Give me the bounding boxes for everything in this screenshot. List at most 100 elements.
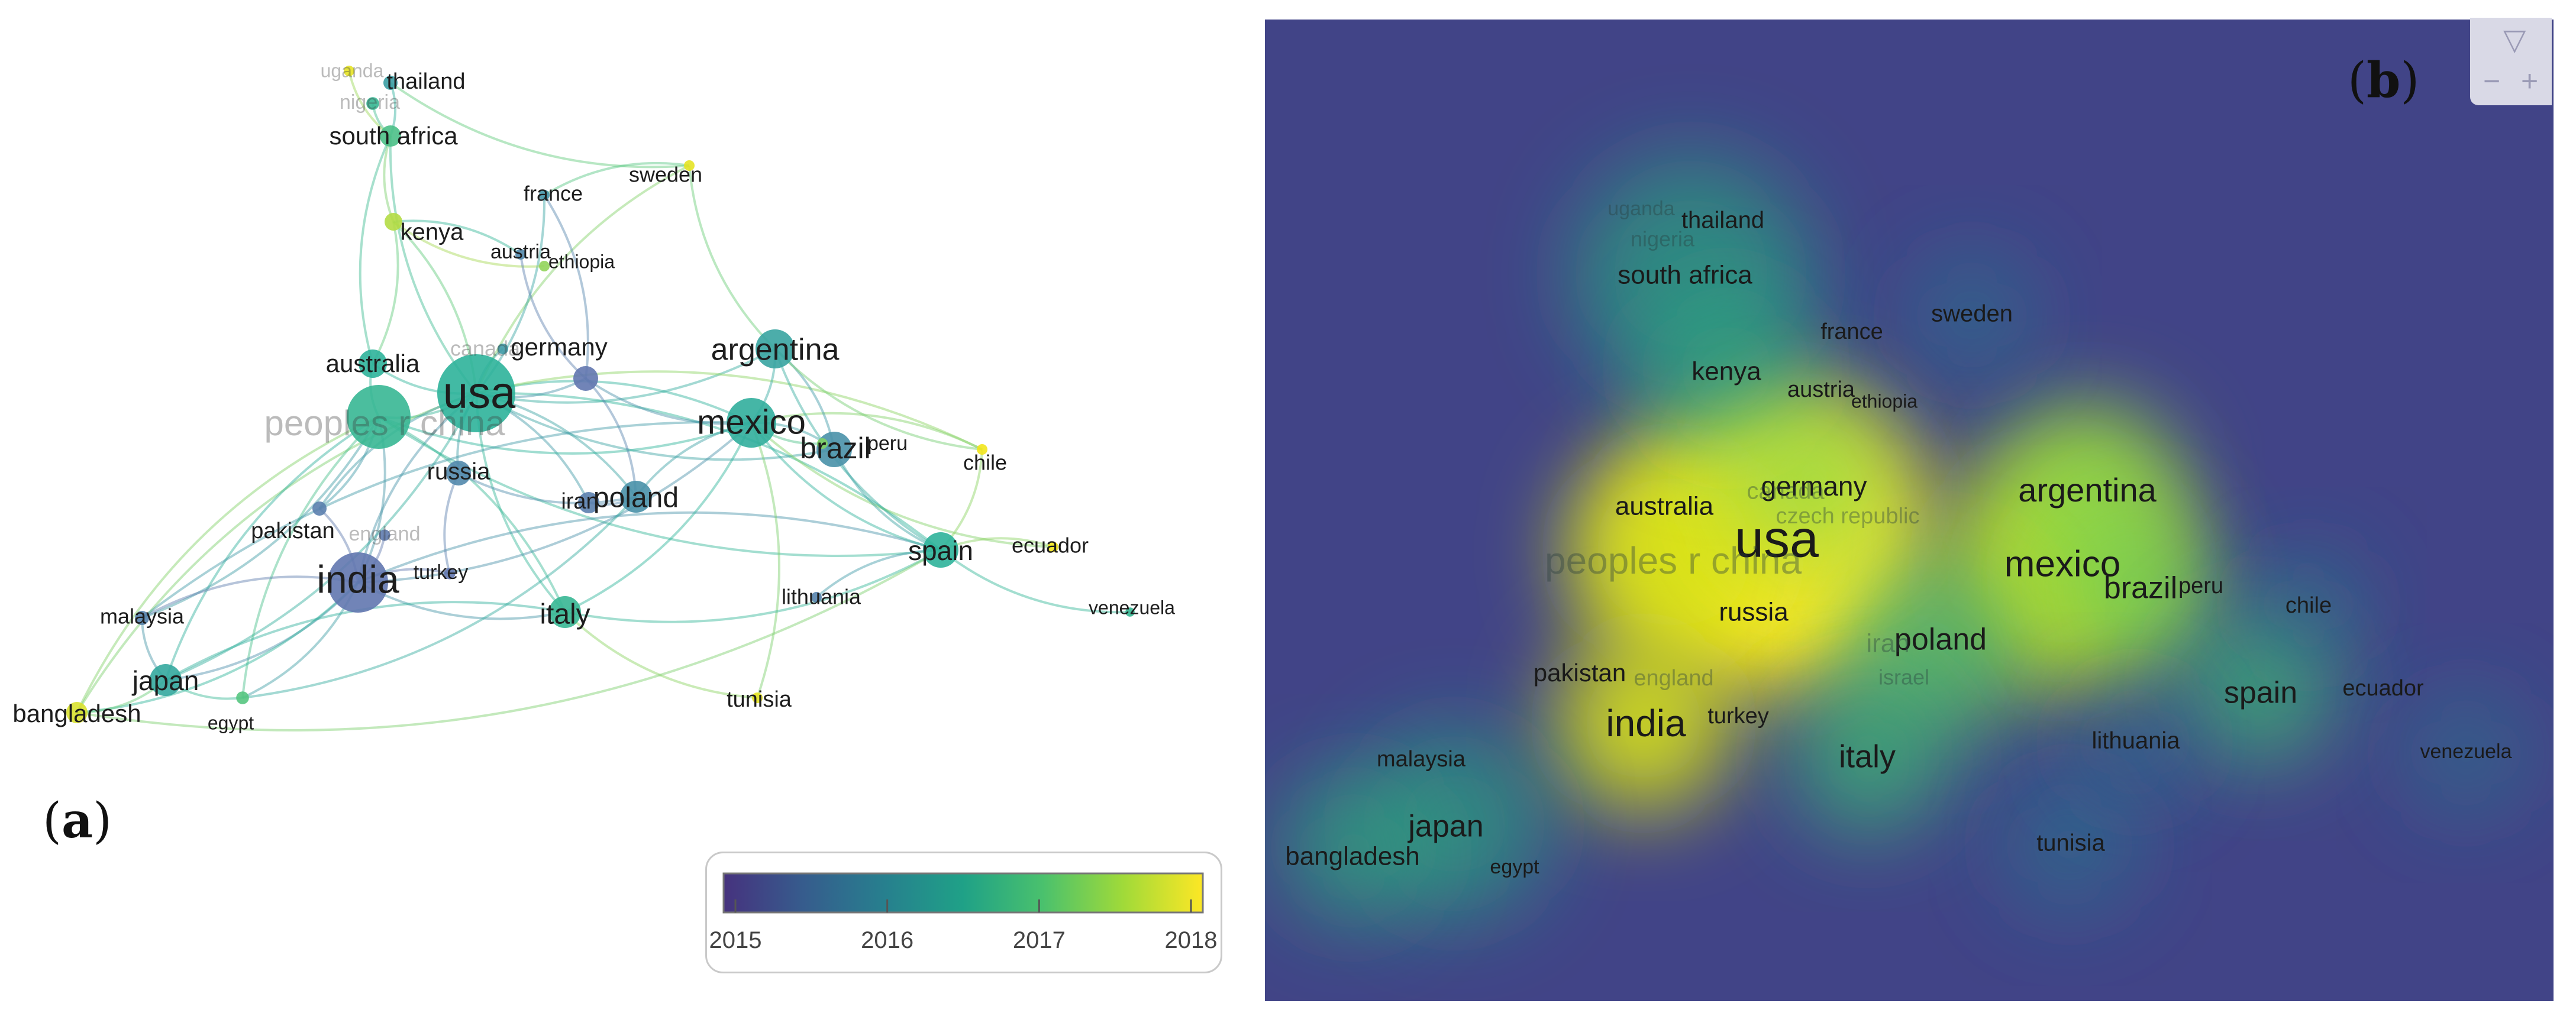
node-england[interactable] [379, 529, 390, 541]
legend-tick-2016: 2016 [861, 927, 913, 953]
node-australia[interactable] [359, 349, 387, 378]
node-india[interactable] [328, 552, 388, 613]
node-malaysia[interactable] [135, 611, 149, 625]
density-label-mexico: mexico [2004, 543, 2120, 584]
density-spot-china-2 [1567, 445, 1780, 658]
node-nigeria[interactable] [366, 97, 379, 110]
node-label-argentina: argentina [711, 333, 840, 367]
node-japan[interactable] [150, 664, 182, 696]
link-usa-chile [476, 370, 983, 451]
density-spot-venezuela-18 [2401, 688, 2531, 818]
node-label-poland: poland [593, 483, 679, 514]
node-label-japan: japan [131, 665, 199, 696]
node-pakistan[interactable] [312, 501, 327, 516]
density-spot-bangladesh-13 [1277, 771, 1431, 924]
node-argentina[interactable] [756, 329, 795, 368]
link-kenya-ethiopia [392, 221, 545, 268]
node-label-lithuania: lithuania [782, 585, 861, 609]
collapse-icon[interactable]: ▽ [2503, 23, 2526, 56]
node-label-canada: canada [450, 336, 521, 361]
node-label-malaysia: malaysia [100, 604, 185, 629]
link-egypt-poland [242, 496, 637, 699]
node-bangladesh[interactable] [66, 702, 88, 723]
node-south-africa[interactable] [380, 125, 401, 147]
density-label-sweden: sweden [1931, 301, 2013, 327]
node-canada[interactable] [498, 344, 508, 354]
density-label-germany: germany [1761, 471, 1867, 501]
link-india-mexico [357, 422, 753, 584]
density-label-japan: japan [1407, 810, 1483, 844]
link-mexico-ecuador [750, 422, 1054, 548]
node-italy[interactable] [549, 596, 581, 628]
density-label-nigeria: nigeria [1631, 227, 1695, 251]
node-label-germany: germany [511, 333, 607, 361]
node-label-usa: usa [443, 368, 516, 418]
node-turkey[interactable] [444, 568, 456, 580]
density-spot-india-5 [1555, 635, 1732, 812]
node-label-england: england [348, 523, 420, 545]
node-label-uganda: uganda [321, 60, 384, 81]
node-ecuador[interactable] [1048, 542, 1058, 552]
legend-gradient-bar [722, 872, 1204, 914]
density-label-france: france [1820, 319, 1883, 344]
node-austria[interactable] [515, 249, 526, 260]
node-iran[interactable] [578, 492, 599, 513]
node-label-spain: spain [908, 535, 973, 566]
density-label-brazil: brazil [2104, 571, 2177, 606]
density-label-pakistan: pakistan [1534, 659, 1626, 687]
node-venezuela[interactable] [1125, 607, 1135, 617]
legend-tick-2017: 2017 [1013, 927, 1066, 953]
zoom-out-button[interactable]: − [2483, 64, 2501, 98]
density-spot-germany-14 [1731, 398, 1897, 564]
node-poland[interactable] [620, 481, 652, 513]
network-nodes [66, 66, 1135, 723]
node-chile[interactable] [977, 444, 987, 455]
density-label-kenya: kenya [1691, 357, 1761, 386]
legend-tick-2018: 2018 [1165, 927, 1218, 953]
link-argentina-chile [774, 348, 983, 451]
node-spain[interactable] [923, 532, 958, 568]
node-ethiopia[interactable] [539, 261, 550, 271]
density-spot-italy-7 [1791, 682, 1945, 836]
node-mexico[interactable] [727, 398, 776, 448]
density-label-ethiopia: ethiopia [1851, 390, 1918, 412]
zoom-in-button[interactable]: + [2521, 64, 2539, 98]
node-tunisia[interactable] [752, 692, 763, 703]
density-spot-brazil-8 [2058, 510, 2212, 664]
node-germany[interactable] [573, 366, 598, 391]
node-thailand[interactable] [383, 76, 398, 90]
density-spot-lithuania-19 [2070, 677, 2200, 807]
node-label-china: peoples r china [264, 403, 506, 443]
node-label-iran: iran [561, 489, 598, 514]
density-label-australia: australia [1615, 492, 1714, 521]
node-egypt[interactable] [236, 691, 249, 704]
link-japan-italy [165, 601, 566, 681]
node-label-ecuador: ecuador [1012, 533, 1089, 558]
density-label-czech: czech republic [1776, 504, 1920, 529]
node-label-austria: austria [490, 241, 551, 263]
zoom-controls[interactable]: ▽ − + [2470, 18, 2552, 105]
node-usa[interactable] [437, 354, 515, 432]
density-label-tunisia: tunisia [2036, 830, 2105, 856]
link-thailand-sweden [389, 82, 690, 169]
node-lithuania[interactable] [811, 592, 822, 603]
node-sweden[interactable] [684, 160, 695, 171]
link-spain-venezuela [940, 549, 1131, 614]
node-peru[interactable] [817, 438, 828, 449]
link-usa-sweden [475, 164, 690, 394]
density-label-thailand: thailand [1681, 208, 1764, 234]
link-argentina-sweden [688, 165, 776, 350]
legend-ticks: 2015 2016 2017 2018 [709, 899, 1218, 953]
node-france[interactable] [539, 190, 550, 200]
node-china[interactable] [347, 385, 411, 449]
node-russia[interactable] [446, 461, 471, 486]
node-uganda[interactable] [344, 66, 354, 76]
density-spot-tunisia-16 [1999, 773, 2141, 915]
node-kenya[interactable] [385, 213, 402, 231]
density-label-russia: russia [1719, 598, 1789, 627]
node-label-tunisia: tunisia [727, 687, 792, 712]
link-india-spain [357, 511, 941, 584]
link-mexico-italy [564, 422, 753, 613]
node-label-france: france [524, 182, 583, 206]
